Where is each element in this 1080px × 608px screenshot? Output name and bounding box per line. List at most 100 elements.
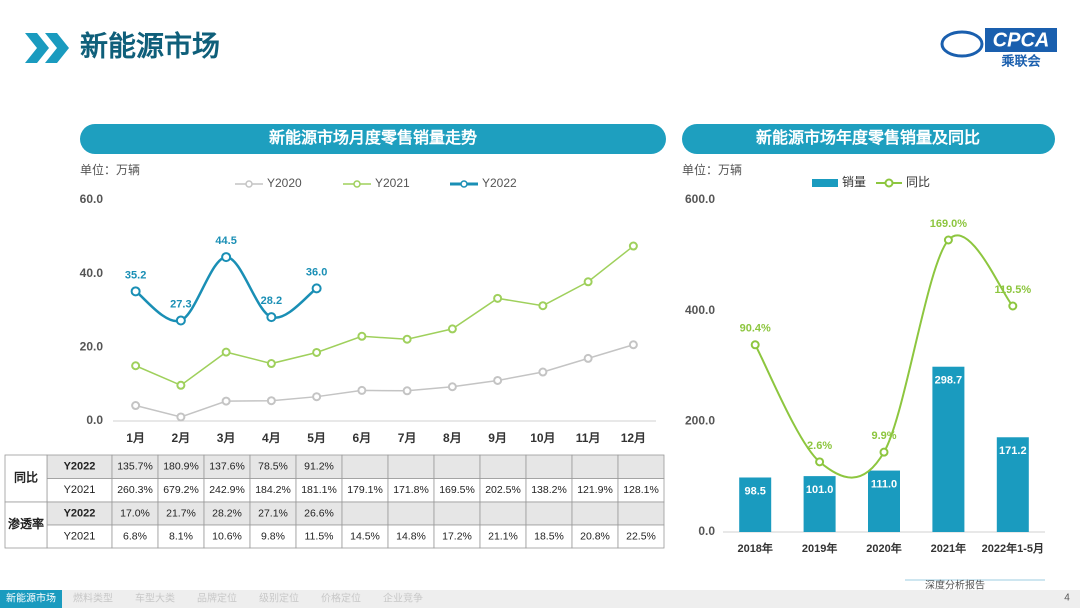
data-label: 119.5%	[994, 284, 1031, 296]
table-cell	[341, 454, 389, 479]
data-point	[583, 277, 593, 287]
legend-label: 销量	[842, 175, 866, 189]
table-cell	[433, 454, 481, 479]
cell-value: 21.7%	[166, 507, 196, 519]
group-cell	[4, 454, 48, 503]
data-point	[402, 334, 412, 344]
nav-active[interactable]	[0, 590, 62, 608]
data-point	[583, 353, 593, 363]
y-tick-label: 60.0	[80, 192, 104, 206]
data-point	[628, 340, 638, 350]
data-label: 90.4%	[740, 323, 771, 335]
cell-value: 17.2%	[442, 530, 472, 542]
group-cell	[4, 501, 48, 549]
cell-value: 242.9%	[209, 484, 245, 496]
table-cell	[571, 454, 619, 479]
group-label: 同比	[14, 470, 38, 485]
table-cell	[525, 454, 573, 479]
table-cell	[571, 501, 619, 526]
logo-mark	[940, 30, 984, 58]
data-point	[750, 340, 760, 350]
x-tick-label: 2021年	[931, 541, 966, 555]
data-point	[1008, 301, 1018, 311]
cell-value: 20.8%	[580, 530, 610, 542]
nav-item[interactable]: 级别定位	[259, 592, 299, 605]
report-label: 深度分析报告	[925, 579, 985, 592]
cell-value: 128.1%	[623, 484, 659, 496]
chart-banner	[682, 124, 1055, 154]
data-point	[266, 396, 276, 406]
nav-item[interactable]: 车型大类	[135, 592, 175, 605]
nav-item[interactable]: 新能源市场	[6, 592, 56, 605]
data-label: 2.6%	[807, 440, 832, 452]
cell-value: 28.2%	[212, 507, 242, 519]
cell-value: 179.1%	[347, 484, 383, 496]
series-line	[134, 255, 318, 323]
nav-item[interactable]: 品牌定位	[197, 592, 237, 605]
data-point	[493, 293, 503, 303]
chart-title: 新能源市场月度零售销量走势	[269, 128, 477, 147]
x-tick-label: 11月	[576, 431, 601, 445]
y-tick-label: 200.0	[685, 414, 715, 428]
cell-value: 22.5%	[626, 530, 656, 542]
chevron	[45, 33, 69, 63]
data-point	[493, 375, 503, 385]
cell-value: 14.5%	[350, 530, 380, 542]
cell-value: 171.8%	[393, 484, 429, 496]
series-line	[754, 234, 1014, 479]
cell-value: 121.9%	[577, 484, 613, 496]
cell-value: 17.0%	[120, 507, 150, 519]
data-point	[221, 252, 232, 263]
data-point	[815, 457, 825, 467]
x-tick-label: 2018年	[737, 541, 772, 555]
data-point	[131, 401, 141, 411]
legend-swatch	[812, 179, 838, 187]
data-point	[311, 283, 322, 294]
unit-label: 单位：万辆	[80, 162, 140, 177]
table-cell	[617, 454, 665, 479]
table-cell	[479, 454, 527, 479]
data-label: 44.5	[215, 235, 236, 247]
x-tick-label: 4月	[262, 431, 281, 445]
legend-label: 同比	[906, 175, 930, 189]
data-label: 111.0	[871, 478, 897, 490]
group-label: 渗透率	[8, 516, 44, 531]
cell-value: 11.5%	[305, 530, 334, 542]
nav-item[interactable]: 价格定位	[321, 592, 361, 605]
data-label: 298.7	[935, 375, 963, 387]
table-cell	[479, 501, 527, 526]
table-cell	[387, 501, 435, 526]
cell-value: 181.1%	[301, 484, 337, 496]
cell-value: 202.5%	[485, 484, 521, 496]
legend-swatch	[460, 180, 468, 188]
logo-text: CPCA	[993, 29, 1050, 51]
row-name: Y2021	[64, 484, 96, 496]
table-cell	[433, 501, 481, 526]
bar	[868, 470, 900, 532]
data-point	[357, 385, 367, 395]
data-label: 35.2	[125, 269, 146, 281]
data-point	[879, 447, 889, 457]
data-label: 101.0	[806, 484, 834, 496]
data-point	[266, 359, 276, 369]
data-point	[402, 386, 412, 396]
page-number: 4	[1064, 593, 1070, 604]
cell-value: 260.3%	[117, 484, 153, 496]
nav-item[interactable]: 燃料类型	[73, 592, 113, 605]
data-point	[312, 347, 322, 357]
data-point	[357, 331, 367, 341]
cell-value: 91.2%	[304, 461, 334, 473]
data-label: 27.3	[170, 298, 191, 310]
data-label: 28.2	[261, 295, 282, 307]
nav-item[interactable]: 企业竞争	[383, 592, 423, 605]
data-label: 98.5	[744, 485, 765, 497]
cell-value: 138.2%	[531, 484, 567, 496]
legend-label: Y2022	[482, 176, 517, 190]
x-tick-label: 5月	[307, 431, 326, 445]
cell-value: 14.8%	[396, 530, 426, 542]
data-point	[130, 286, 141, 297]
x-tick-label: 2019年	[802, 541, 837, 555]
table-cell	[525, 501, 573, 526]
cell-value: 135.7%	[117, 461, 153, 473]
